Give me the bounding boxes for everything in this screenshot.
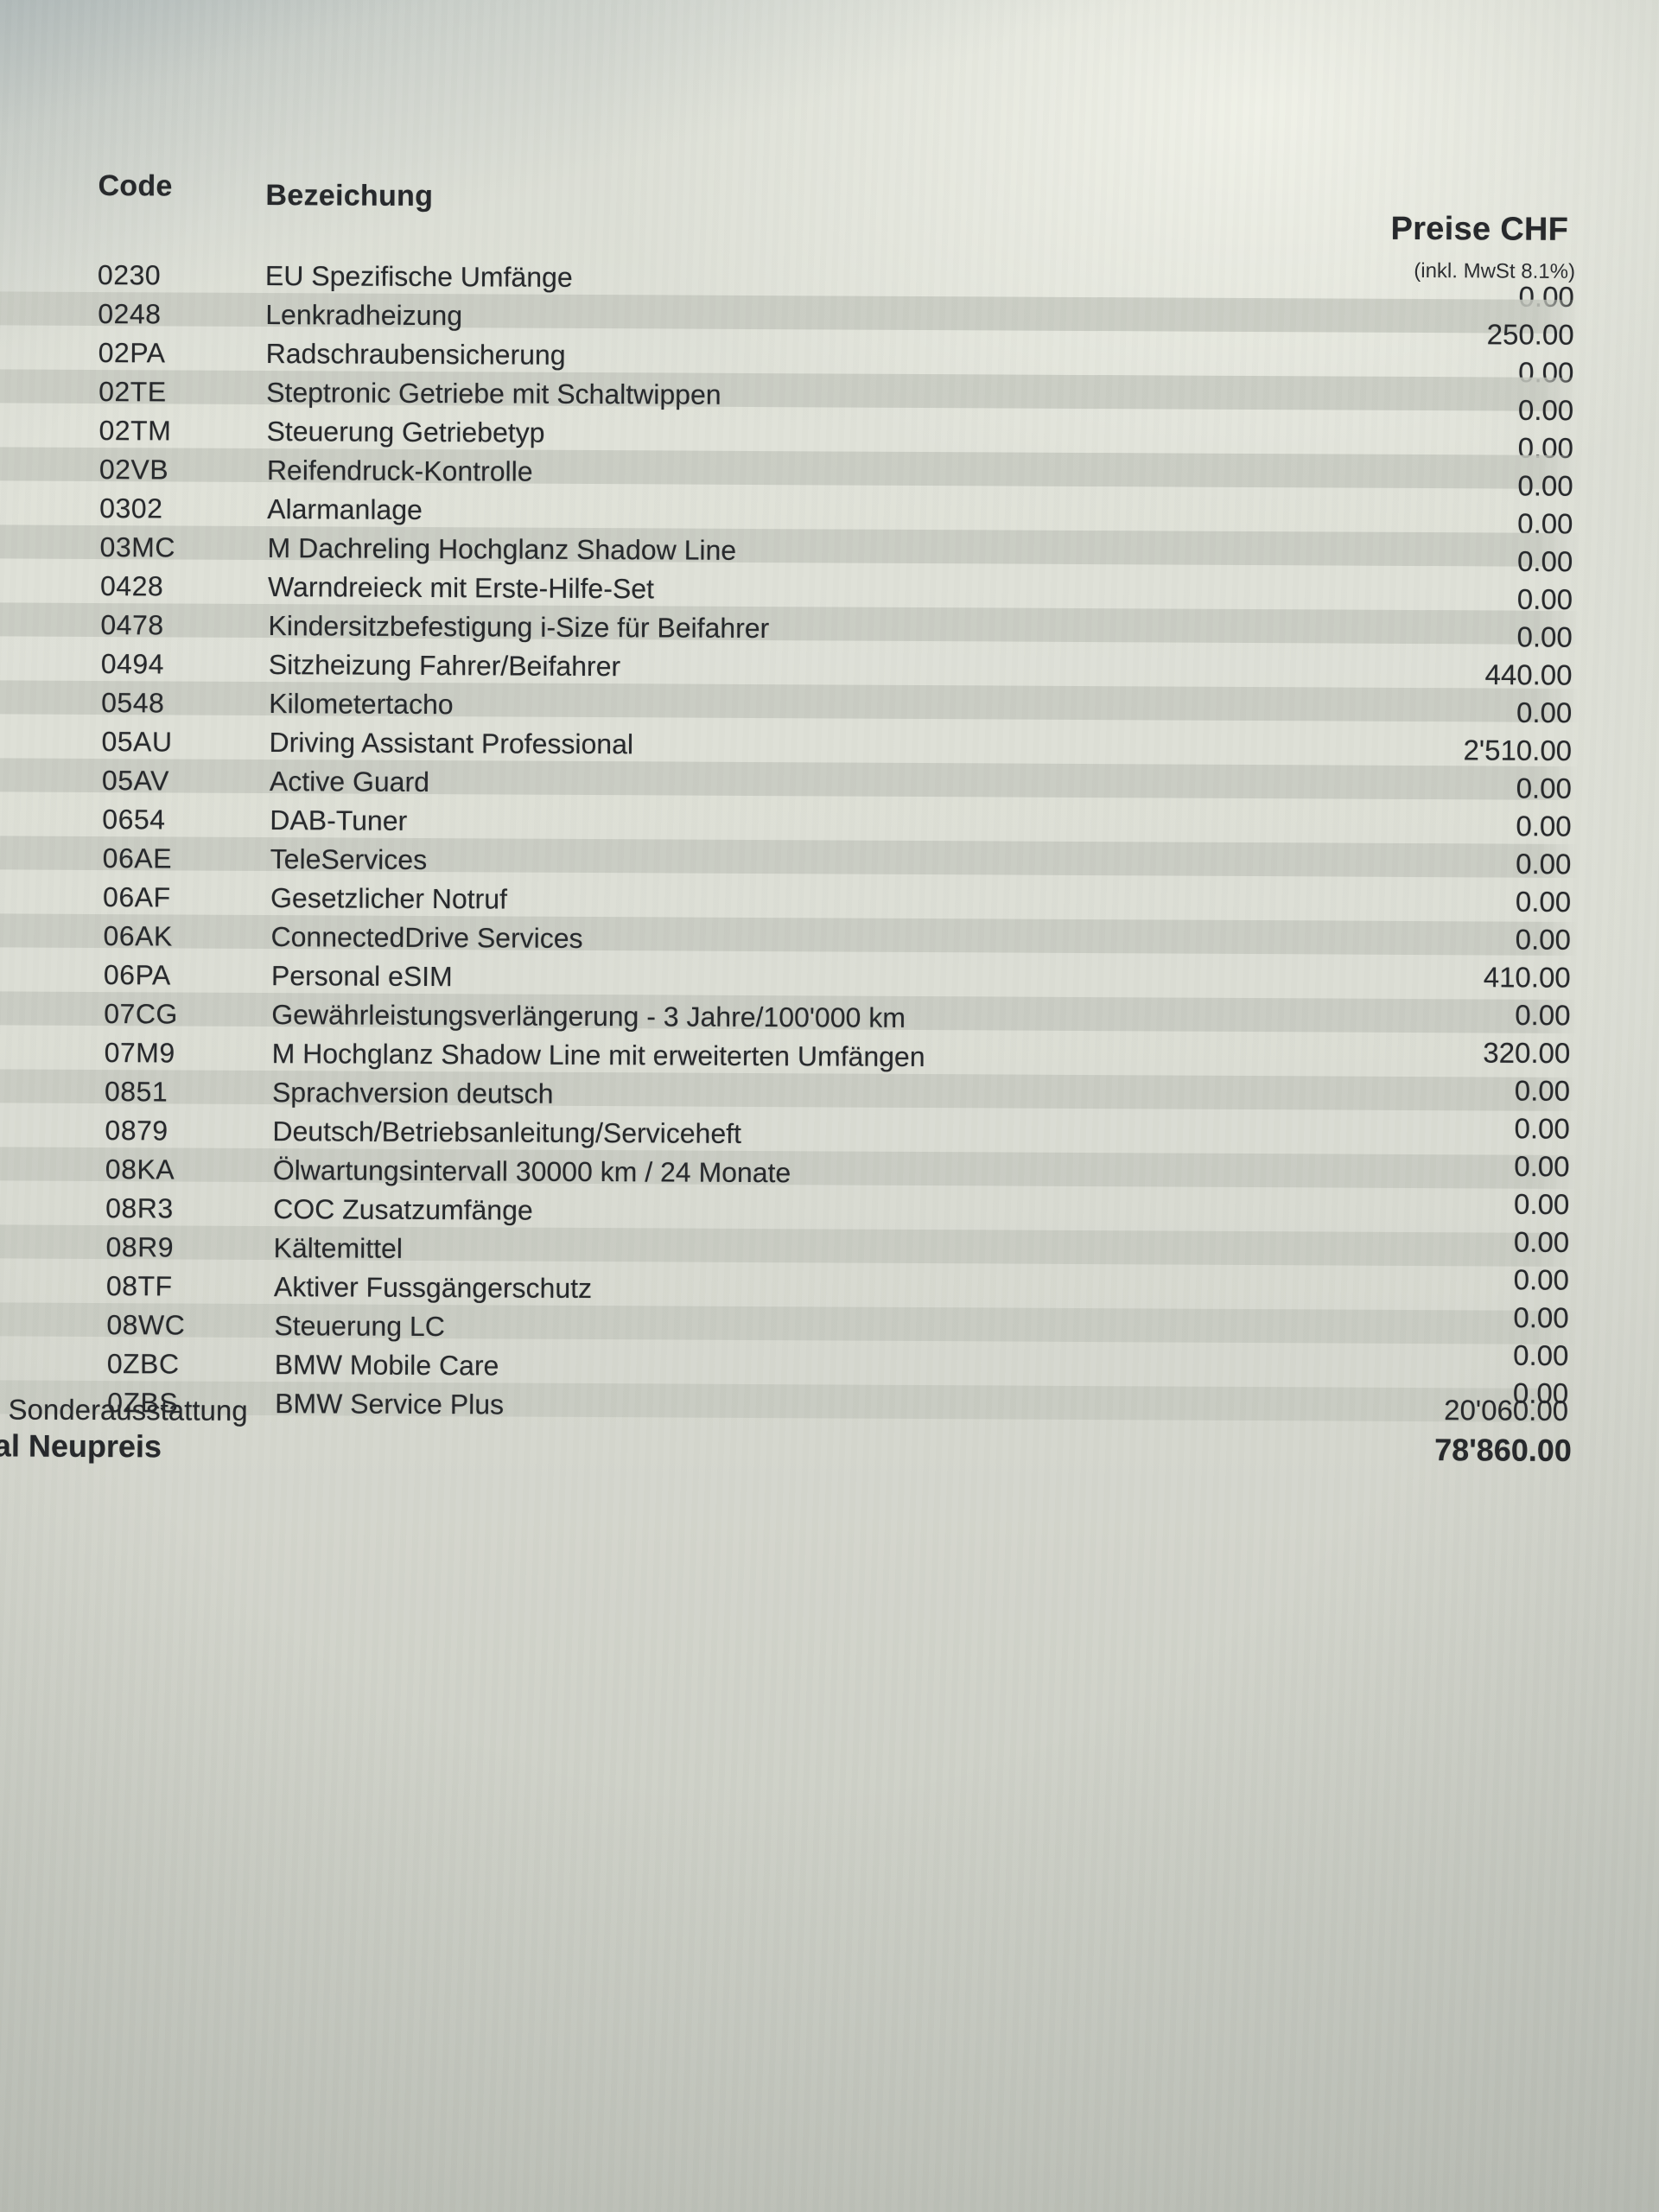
column-header-code: Code	[98, 169, 173, 203]
option-label: Kilometertacho	[269, 688, 454, 721]
option-code: 0478	[100, 609, 164, 641]
option-label: Warndreieck mit Erste-Hilfe-Set	[267, 571, 655, 605]
option-label: Driving Assistant Professional	[269, 727, 634, 760]
option-code: 0654	[102, 804, 166, 836]
option-label: Steuerung LC	[274, 1310, 445, 1343]
option-price: 320.00	[1483, 1036, 1571, 1070]
total-newprice-label: al Neupreis	[0, 1427, 162, 1465]
option-price: 2'510.00	[1463, 734, 1573, 767]
column-header-price: Preise CHF	[1390, 210, 1569, 248]
option-price: 0.00	[1515, 885, 1572, 918]
option-code: 08KA	[105, 1154, 175, 1185]
total-newprice-value: 78'860.00	[1434, 1432, 1572, 1468]
option-code: 06AF	[102, 881, 171, 913]
option-price: 0.00	[1515, 923, 1572, 956]
option-code: 0851	[104, 1076, 168, 1108]
total-options-price: 20'060.00	[1444, 1394, 1569, 1427]
option-code: 0302	[99, 493, 163, 524]
option-label: Gewährleistungsverlängerung - 3 Jahre/10…	[271, 999, 906, 1033]
option-code: 02PA	[98, 337, 166, 369]
option-label: Steuerung Getriebetyp	[266, 416, 545, 448]
option-code: 0428	[99, 570, 164, 602]
option-label: Aktiver Fussgängerschutz	[273, 1271, 593, 1305]
option-label: ConnectedDrive Services	[270, 921, 583, 954]
option-code: 06AK	[103, 920, 173, 952]
option-label: Kältemittel	[273, 1232, 404, 1264]
option-code: 08R3	[105, 1192, 174, 1224]
option-label: BMW Service Plus	[275, 1388, 505, 1421]
option-price: 0.00	[1514, 1149, 1570, 1183]
option-price: 0.00	[1513, 1338, 1569, 1372]
option-code: 0230	[97, 259, 162, 291]
option-price: 0.00	[1516, 810, 1572, 842]
option-label: Ölwartungsintervall 30000 km / 24 Monate	[272, 1154, 791, 1189]
option-price: 0.00	[1516, 848, 1572, 880]
option-code: 0548	[101, 687, 165, 719]
option-price: 440.00	[1484, 658, 1573, 691]
option-label: Active Guard	[269, 766, 430, 798]
option-label: BMW Mobile Care	[274, 1349, 499, 1382]
option-code: 0494	[100, 648, 165, 680]
option-price: 0.00	[1514, 1112, 1570, 1145]
option-code: 08TF	[105, 1270, 173, 1302]
option-label: Lenkradheizung	[265, 299, 463, 332]
option-label: TeleServices	[270, 843, 428, 876]
option-label: Alarmanlage	[267, 493, 423, 525]
option-label: Deutsch/Betriebsanleitung/Serviceheft	[272, 1116, 742, 1149]
option-label: Steptronic Getriebe mit Schaltwippen	[266, 377, 721, 410]
option-code: 02VB	[99, 454, 169, 486]
option-label: EU Spezifische Umfänge	[264, 260, 573, 293]
option-label: Gesetzlicher Notruf	[270, 882, 508, 915]
option-label: Radschraubensicherung	[265, 338, 566, 371]
option-code: 02TM	[99, 415, 172, 447]
option-price: 410.00	[1483, 961, 1571, 994]
option-code: 02TE	[99, 376, 167, 408]
option-price: 0.00	[1514, 1074, 1571, 1107]
option-label: Reifendruck-Kontrolle	[266, 454, 533, 487]
column-header-description: Bezeichung	[265, 179, 434, 213]
option-code: 06PA	[103, 959, 171, 991]
option-price: 0.00	[1513, 1301, 1569, 1334]
option-label: Sitzheizung Fahrer/Beifahrer	[268, 649, 621, 683]
options-table: 0230 EU Spezifische Umfänge 0.00 0248 Lenkra…	[0, 0, 1659, 1420]
option-price: 0.00	[1514, 1187, 1570, 1221]
option-label: DAB-Tuner	[270, 804, 408, 836]
option-label: Personal eSIM	[270, 960, 453, 993]
option-price: 0.00	[1513, 1225, 1570, 1258]
option-code: 08WC	[106, 1309, 186, 1341]
option-code: 06AE	[102, 842, 173, 874]
option-code: 0ZBC	[106, 1348, 180, 1380]
option-price: 0.00	[1516, 696, 1573, 729]
option-code: 0248	[98, 298, 162, 330]
option-code: 03MC	[99, 531, 176, 563]
option-code: 0879	[105, 1115, 168, 1147]
option-label: Kindersitzbefestigung i-Size für Beifahr…	[268, 610, 770, 645]
option-code: 05AV	[101, 765, 169, 797]
option-label: M Dachreling Hochglanz Shadow Line	[267, 532, 737, 566]
total-options-label: l Sonderausstattung	[0, 1393, 248, 1427]
option-code: 08R9	[105, 1231, 175, 1263]
option-code: 07CG	[104, 998, 178, 1030]
option-code: 07M9	[104, 1037, 175, 1069]
option-price: 0.00	[1516, 772, 1572, 804]
option-label: COC Zusatzumfänge	[273, 1193, 533, 1226]
option-price: 0.00	[1513, 1263, 1569, 1296]
option-price: 0.00	[1515, 999, 1571, 1032]
option-label: M Hochglanz Shadow Line mit erweiterten …	[271, 1038, 925, 1073]
option-label: Sprachversion deutsch	[271, 1077, 554, 1109]
option-code: 05AU	[101, 726, 173, 758]
